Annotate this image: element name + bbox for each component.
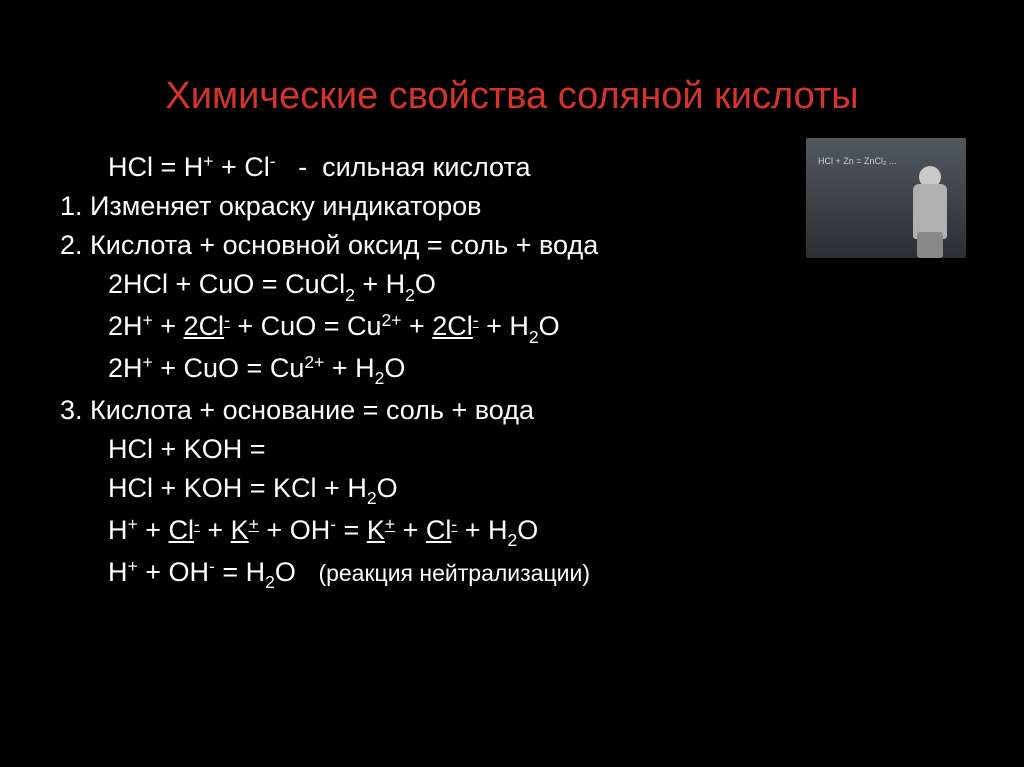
body-line: 3. Кислота + основание = соль + вода bbox=[60, 391, 964, 430]
body-line: HCl + KOH = bbox=[108, 430, 964, 469]
side-illustration: HCl + Zn = ZnCl₂ ... bbox=[806, 138, 966, 258]
body-line: 2H+ + CuO = Cu2+ + H2O bbox=[108, 349, 964, 391]
body-line: 2HCl + CuO = CuCl2 + H2O bbox=[108, 265, 964, 307]
body-line: H+ + Cl- + K+ + OH- = K+ + Cl- + H2O bbox=[108, 511, 964, 553]
body-line: 2H+ + 2Cl- + CuO = Cu2+ + 2Cl- + H2O bbox=[108, 307, 964, 349]
body-line: H+ + OH- = H2O (реакция нейтрализации) bbox=[108, 553, 964, 595]
body-line: HCl + KOH = KCl + H2O bbox=[108, 469, 964, 511]
slide: Химические свойства соляной кислоты HCl … bbox=[0, 0, 1024, 767]
slide-title: Химические свойства соляной кислоты bbox=[60, 75, 964, 118]
chalkboard-formula: HCl + Zn = ZnCl₂ ... bbox=[818, 156, 897, 166]
teacher-figure bbox=[901, 158, 956, 258]
